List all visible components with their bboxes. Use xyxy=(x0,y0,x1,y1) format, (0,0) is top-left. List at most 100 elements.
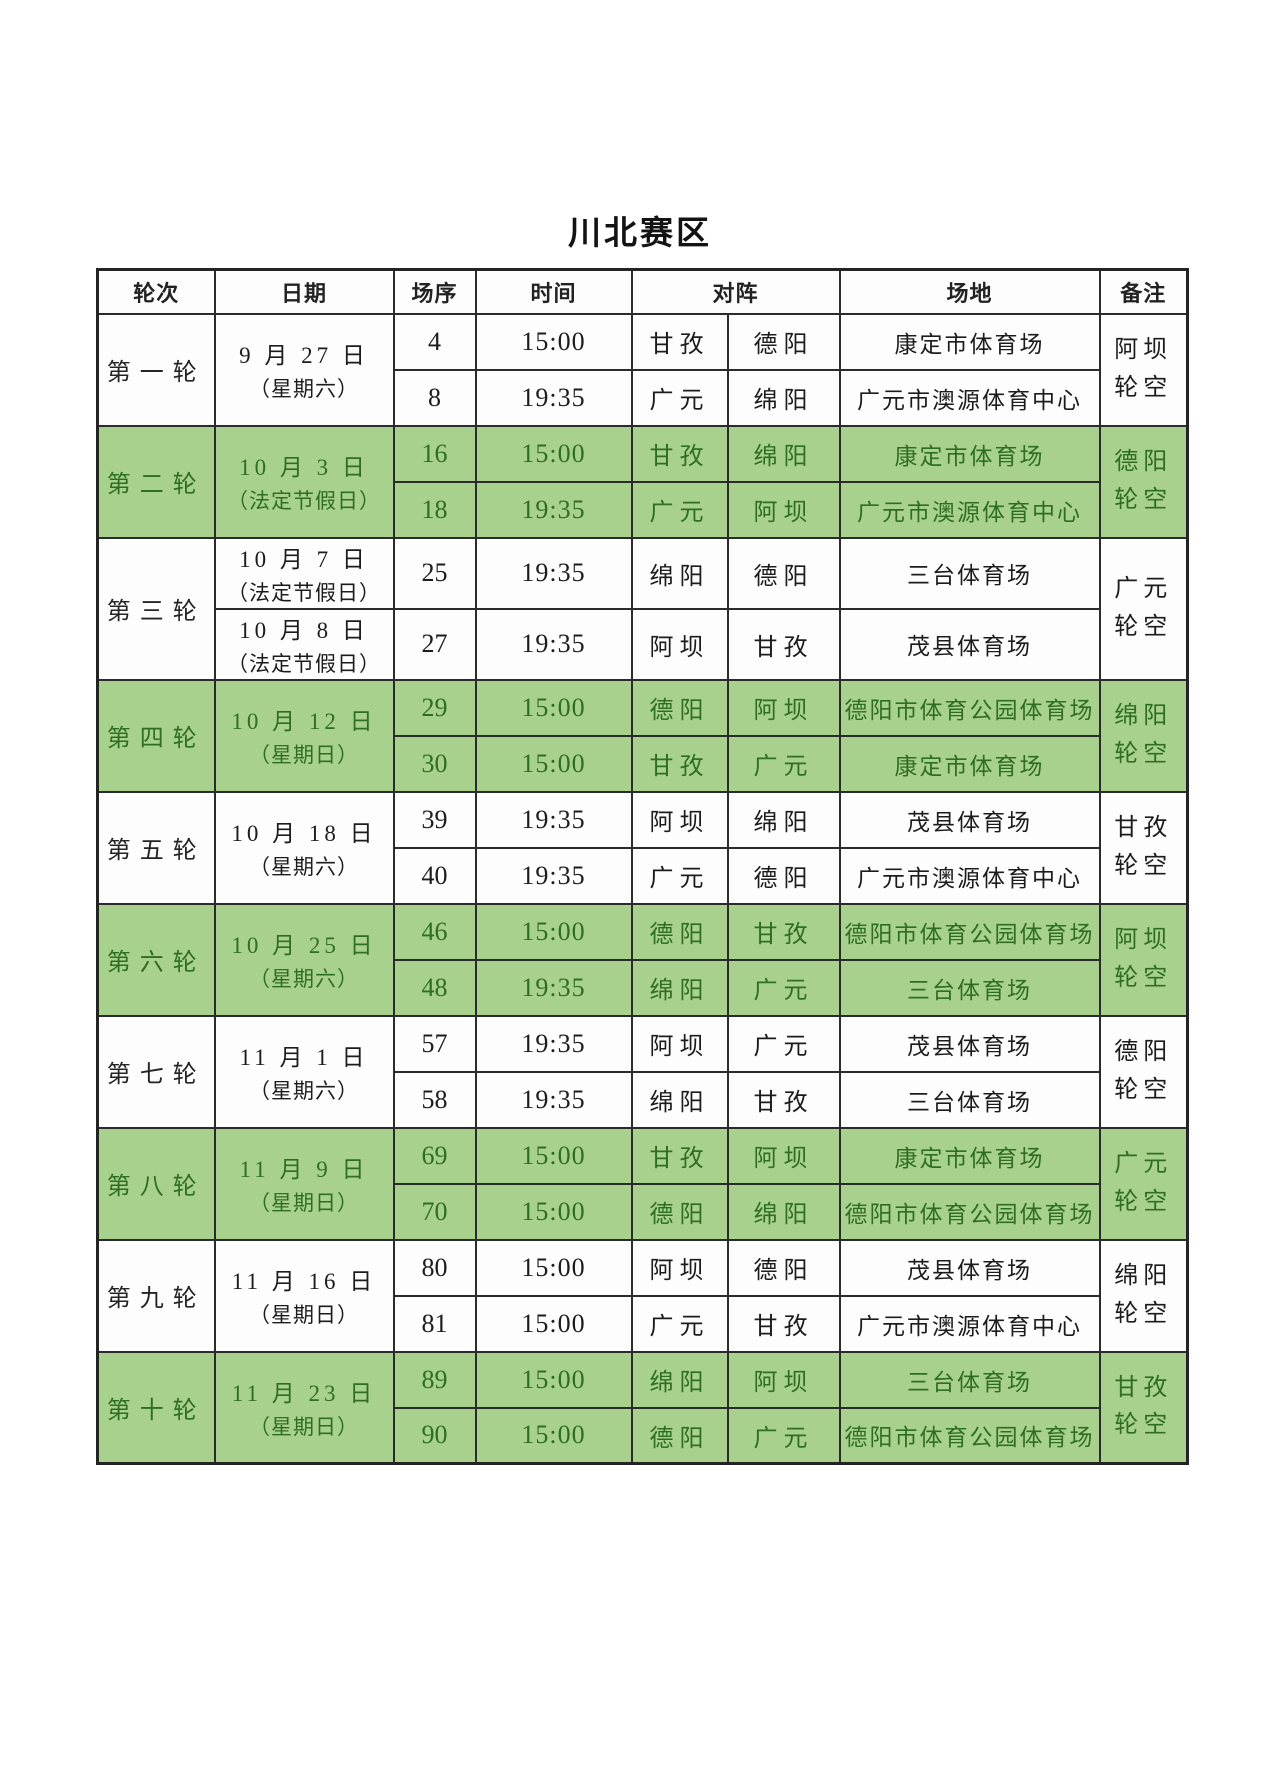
date-line2: （星期六） xyxy=(249,377,359,401)
home-team: 绵阳 xyxy=(630,536,729,610)
venue: 康定市体育场 xyxy=(838,312,1101,371)
date-cell: 10 月 25 日 （星期六） xyxy=(213,902,395,1017)
round-group-2: 第二轮 10 月 3 日 （法定节假日） 16 15:00 甘孜 绵阳 康定市体… xyxy=(96,424,1189,539)
match-time: 15:00 xyxy=(474,312,633,371)
venue: 茂县体育场 xyxy=(838,1014,1101,1073)
date-cell: 10 月 12 日 （星期日） xyxy=(213,678,395,793)
table-row: 第三轮 10 月 7 日 （法定节假日） 25 19:35 绵阳 德阳 三台体育… xyxy=(96,536,1189,681)
venue: 德阳市体育公园体育场 xyxy=(838,1406,1101,1465)
table-row: 18 19:35 广元 阿坝 广元市澳源体育中心 xyxy=(98,480,1188,539)
venue: 三台体育场 xyxy=(838,1350,1101,1409)
date-cell: 9 月 27 日 （星期六） xyxy=(213,312,395,427)
date-cell: 10 月 7 日 （法定节假日） xyxy=(213,536,395,610)
date-line1: 11 月 1 日 xyxy=(239,1045,369,1070)
away-team: 甘孜 xyxy=(726,607,841,681)
round-label: 第五轮 xyxy=(96,790,216,905)
bye-note: 绵阳 轮空 xyxy=(1098,678,1189,793)
table-row: 第八轮 11 月 9 日 （星期日） 69 15:00 甘孜 阿坝 康定市体育场… xyxy=(96,1126,1189,1241)
date-line1: 10 月 3 日 xyxy=(239,455,369,480)
home-team: 德阳 xyxy=(630,678,729,737)
bye-team: 阿坝 xyxy=(1114,927,1173,954)
date-cell: 11 月 9 日 （星期日） xyxy=(213,1126,395,1241)
schedule-table: 轮次 日期 场序 时间 对阵 场地 备注 第一轮 9 月 27 日 （星期六） … xyxy=(96,268,1190,1465)
match-time: 19:35 xyxy=(474,480,633,539)
home-team: 德阳 xyxy=(630,1182,729,1241)
bye-label: 轮空 xyxy=(1114,486,1173,513)
away-team: 甘孜 xyxy=(726,1294,841,1353)
venue: 广元市澳源体育中心 xyxy=(838,1294,1101,1353)
home-team: 绵阳 xyxy=(630,1070,729,1129)
date-line2: （星期六） xyxy=(249,855,359,879)
match-time: 15:00 xyxy=(474,902,633,961)
bye-label: 轮空 xyxy=(1114,852,1173,879)
round-group-1: 第一轮 9 月 27 日 （星期六） 4 15:00 甘孜 德阳 康定市体育场 … xyxy=(96,312,1189,427)
match-time: 15:00 xyxy=(474,1126,633,1185)
away-team: 广元 xyxy=(726,734,841,793)
table-row: 30 15:00 甘孜 广元 康定市体育场 xyxy=(98,734,1188,793)
bye-note: 绵阳 轮空 xyxy=(1098,1238,1189,1353)
round-group-8: 第八轮 11 月 9 日 （星期日） 69 15:00 甘孜 阿坝 康定市体育场… xyxy=(96,1126,1189,1241)
match-number: 70 xyxy=(392,1182,477,1241)
match-number: 40 xyxy=(392,846,477,905)
date-cell: 11 月 23 日 （星期日） xyxy=(213,1350,395,1465)
match-time: 15:00 xyxy=(474,1294,633,1353)
bye-label: 轮空 xyxy=(1114,1188,1173,1215)
away-team: 绵阳 xyxy=(726,1182,841,1241)
table-row: 40 19:35 广元 德阳 广元市澳源体育中心 xyxy=(98,846,1188,905)
round-label: 第七轮 xyxy=(96,1014,216,1129)
date-line2: （星期六） xyxy=(249,1079,359,1103)
bye-team: 绵阳 xyxy=(1114,703,1173,730)
date-cell: 11 月 1 日 （星期六） xyxy=(213,1014,395,1129)
home-team: 广元 xyxy=(630,368,729,427)
venue: 康定市体育场 xyxy=(838,424,1101,483)
table-row: 81 15:00 广元 甘孜 广元市澳源体育中心 xyxy=(98,1294,1188,1353)
match-time: 19:35 xyxy=(474,368,633,427)
date-line1: 10 月 12 日 xyxy=(231,709,377,734)
bye-team: 绵阳 xyxy=(1114,1263,1173,1290)
round-label: 第十轮 xyxy=(96,1350,216,1465)
away-team: 广元 xyxy=(726,958,841,1017)
round-label: 第六轮 xyxy=(96,902,216,1017)
round-group-9: 第九轮 11 月 16 日 （星期日） 80 15:00 阿坝 德阳 茂县体育场… xyxy=(96,1238,1189,1353)
table-row: 第九轮 11 月 16 日 （星期日） 80 15:00 阿坝 德阳 茂县体育场… xyxy=(96,1238,1189,1353)
bye-note: 阿坝 轮空 xyxy=(1098,312,1189,427)
date-line1: 11 月 9 日 xyxy=(239,1157,369,1182)
bye-note: 甘孜 轮空 xyxy=(1098,1350,1189,1465)
match-time: 15:00 xyxy=(474,678,633,737)
match-number: 8 xyxy=(392,368,477,427)
round-label: 第二轮 xyxy=(96,424,216,539)
match-number: 27 xyxy=(392,607,477,681)
venue: 德阳市体育公园体育场 xyxy=(838,902,1101,961)
match-time: 19:35 xyxy=(474,1070,633,1129)
bye-note: 德阳 轮空 xyxy=(1098,1014,1189,1129)
table-row: 8 19:35 广元 绵阳 广元市澳源体育中心 xyxy=(98,368,1188,427)
match-time: 15:00 xyxy=(474,1182,633,1241)
date-line2: （星期日） xyxy=(249,1191,359,1215)
header-matchup: 对阵 xyxy=(630,268,841,315)
match-time: 19:35 xyxy=(474,536,633,610)
bye-team: 广元 xyxy=(1114,1151,1173,1178)
home-team: 阿坝 xyxy=(630,1014,729,1073)
date-line2: （星期日） xyxy=(249,1303,359,1327)
header-note: 备注 xyxy=(1098,268,1189,315)
away-team: 绵阳 xyxy=(726,424,841,483)
date-line2: （星期日） xyxy=(249,1414,359,1439)
date-line1: 10 月 8 日 xyxy=(239,617,369,643)
bye-team: 广元 xyxy=(1114,576,1173,603)
date-line2: （法定节假日） xyxy=(227,489,381,513)
home-team: 绵阳 xyxy=(630,1350,729,1409)
home-team: 阿坝 xyxy=(630,1238,729,1297)
round-label: 第九轮 xyxy=(96,1238,216,1353)
round-group-6: 第六轮 10 月 25 日 （星期六） 46 15:00 德阳 甘孜 德阳市体育… xyxy=(96,902,1189,1017)
date-line2: （法定节假日） xyxy=(227,580,381,605)
date-cell: 11 月 16 日 （星期日） xyxy=(213,1238,395,1353)
date-line1: 10 月 18 日 xyxy=(231,821,377,846)
match-time: 15:00 xyxy=(474,1406,633,1465)
round-group-10: 第十轮 11 月 23 日 （星期日） 89 15:00 绵阳 阿坝 三台体育场… xyxy=(96,1350,1189,1465)
match-time: 15:00 xyxy=(474,1238,633,1297)
home-team: 甘孜 xyxy=(630,424,729,483)
table-row: 第一轮 9 月 27 日 （星期六） 4 15:00 甘孜 德阳 康定市体育场 … xyxy=(96,312,1189,427)
date-line1: 10 月 7 日 xyxy=(239,546,369,572)
venue: 三台体育场 xyxy=(838,1070,1101,1129)
round-label: 第四轮 xyxy=(96,678,216,793)
